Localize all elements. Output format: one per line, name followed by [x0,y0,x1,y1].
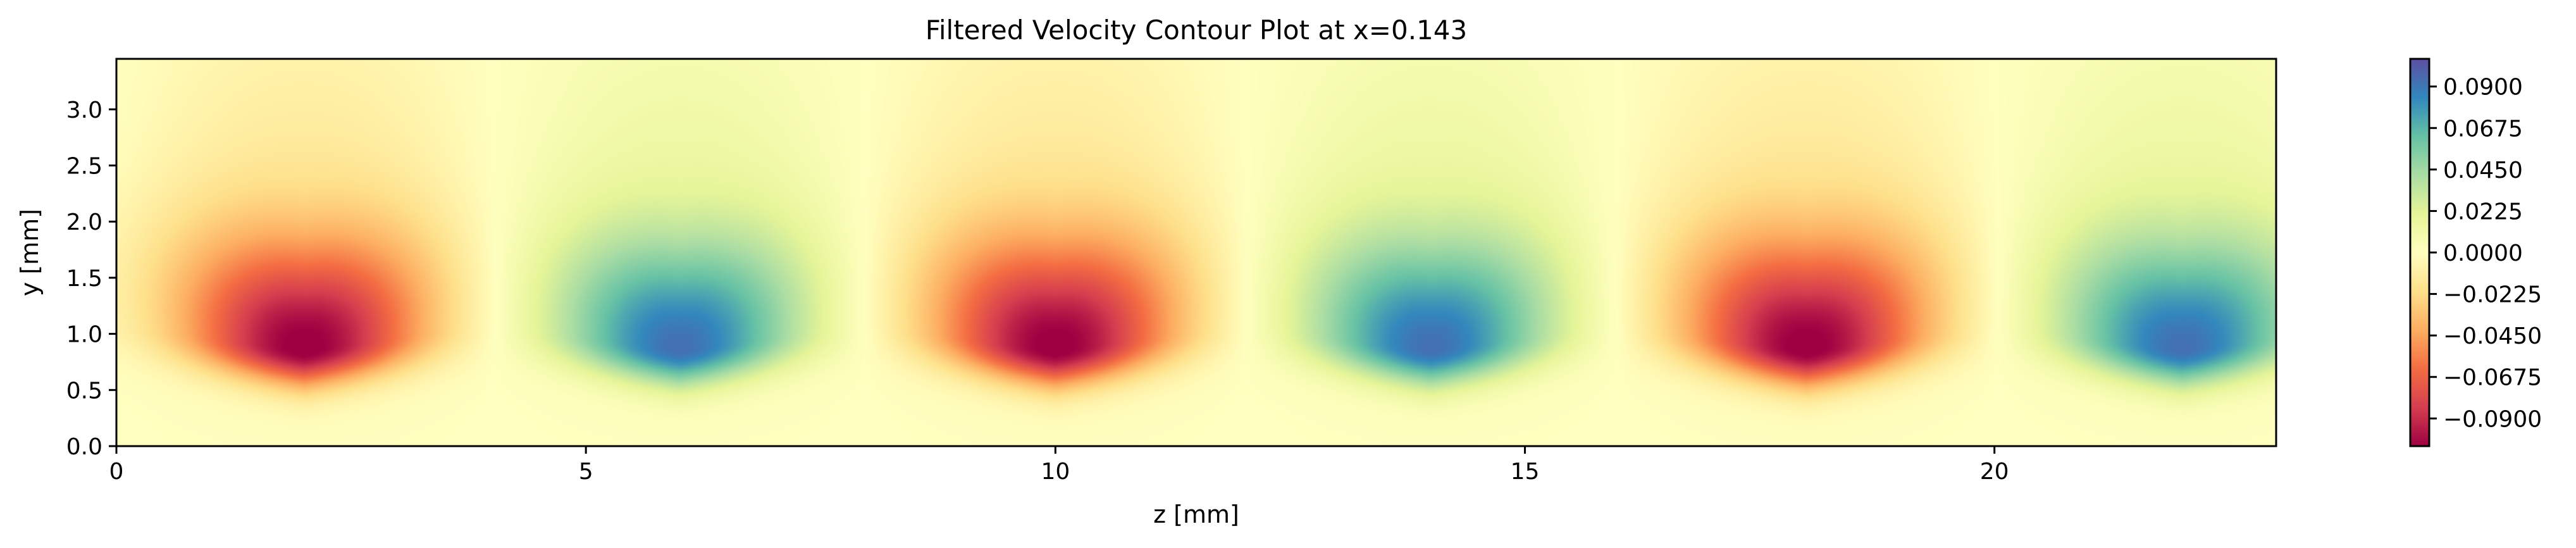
colorbar-ticks: −0.0900 −0.0675 −0.0450 −0.0225 0.0000 0.0225… [2429,75,2542,432]
y-tick-label: 2.0 [66,209,102,235]
y-tick-label: 1.0 [66,322,102,348]
colorbar-tick-label: −0.0225 [2443,282,2542,308]
heatmap-image [116,59,2276,446]
plot-frame [115,58,2277,447]
colorbar: −0.0900 −0.0675 −0.0450 −0.0225 0.0000 0.0225… [2409,58,2542,447]
colorbar-tick-label: −0.0675 [2443,365,2542,391]
x-axis: 0 5 10 15 20 [109,446,2009,485]
colorbar-tick-label: 0.0225 [2443,199,2523,225]
colorbar-tick-label: −0.0450 [2443,323,2542,349]
y-axis: 0.0 0.5 1.0 1.5 2.0 2.5 3.0 [66,97,116,460]
x-tick-label: 20 [1980,459,2009,485]
colorbar-tick-label: 0.0675 [2443,116,2523,142]
colorbar-gradient [2410,59,2429,446]
y-axis-label: y [mm] [16,209,44,296]
y-tick-label: 1.5 [66,266,102,292]
colorbar-tick-label: 0.0000 [2443,240,2523,266]
x-tick-label: 10 [1041,459,1070,485]
colorbar-tick-label: −0.0900 [2443,406,2542,432]
colorbar-tick-label: 0.0450 [2443,158,2523,184]
x-tick-label: 15 [1511,459,1540,485]
colorbar-tick-label: 0.0900 [2443,75,2523,101]
x-axis-label: z [mm] [1153,501,1239,528]
y-tick-label: 3.0 [66,97,102,123]
chart-title: Filtered Velocity Contour Plot at x=0.14… [926,15,1467,46]
y-tick-label: 0.0 [66,434,102,460]
x-tick-label: 0 [109,459,124,485]
x-tick-label: 5 [579,459,593,485]
y-tick-label: 0.5 [66,378,102,404]
y-tick-label: 2.5 [66,154,102,180]
plot-area [116,59,2276,446]
